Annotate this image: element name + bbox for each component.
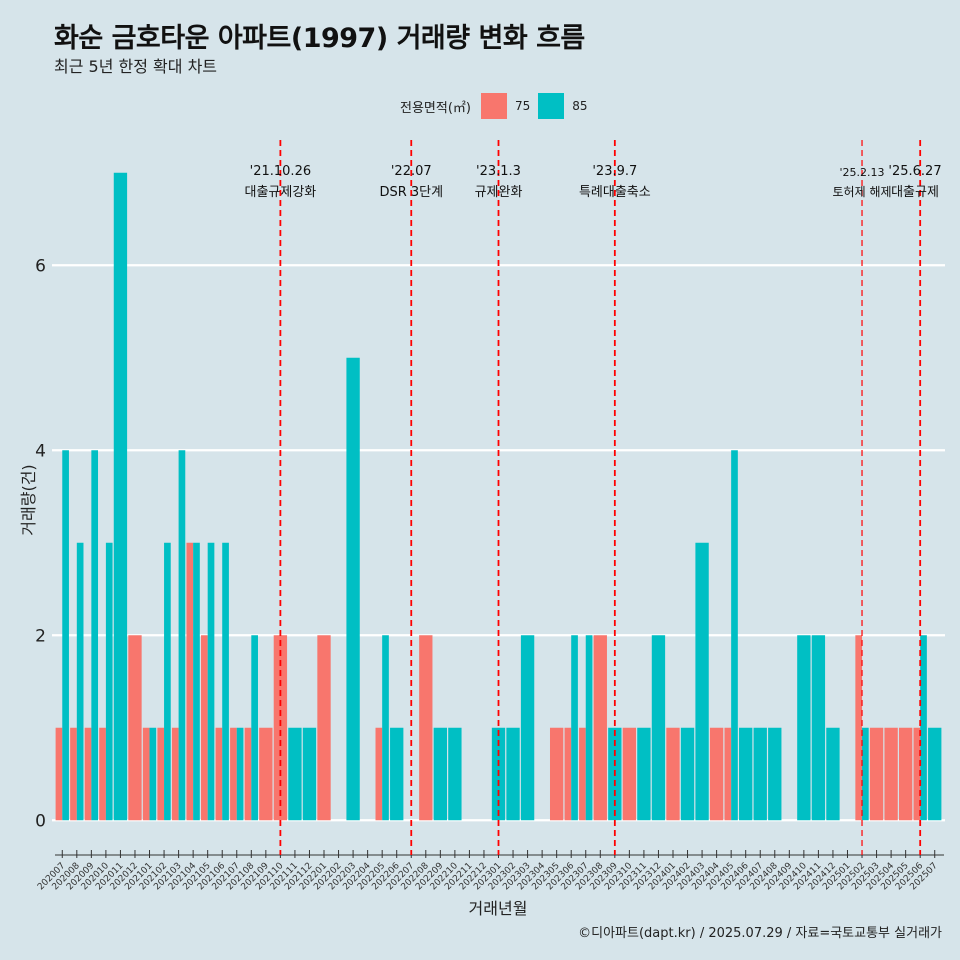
legend-label-85: 85	[572, 99, 588, 113]
bar-85	[193, 542, 200, 821]
bar-85	[382, 635, 389, 821]
bar-75	[171, 727, 179, 821]
bar-85	[811, 635, 826, 821]
bar-85	[585, 635, 593, 821]
bar-75	[869, 727, 884, 821]
event-date: '25.6.27	[888, 164, 941, 179]
bar-85	[164, 542, 171, 821]
bar-85	[520, 635, 535, 821]
bar-75	[142, 727, 150, 821]
bar-85	[506, 727, 520, 821]
legend-key-75	[480, 93, 507, 119]
bar-85	[251, 635, 258, 821]
event-date: '23.1.3	[476, 164, 521, 179]
bar-85	[149, 727, 157, 821]
bar-75	[898, 727, 913, 821]
bar-85	[448, 727, 462, 821]
y-axis-title: 거래량(건)	[19, 464, 38, 535]
bar-75	[419, 635, 433, 821]
bar-85	[920, 635, 927, 821]
legend: 전용면적(㎡) 75 85	[400, 93, 596, 119]
bar-85	[91, 450, 99, 821]
chart-subtitle: 최근 5년 한정 확대 차트	[54, 57, 218, 76]
event-label: 특례대출축소	[579, 185, 651, 200]
bar-85	[928, 727, 942, 821]
y-tick-label: 2	[35, 626, 46, 646]
bar-85	[651, 635, 666, 821]
event-label: 대출규제	[891, 185, 939, 200]
bar-85	[680, 727, 695, 821]
bar-85	[222, 542, 229, 821]
event-label: 대출규제강화	[245, 185, 317, 200]
chart-title: 화순 금호타운 아파트(1997) 거래량 변화 흐름	[54, 23, 585, 54]
bar-75	[55, 727, 63, 821]
bar-75	[375, 727, 383, 821]
bar-85	[862, 727, 869, 821]
event-label: 토허제 해제	[833, 185, 892, 199]
event-label: 규제완화	[475, 185, 523, 200]
legend-label-75: 75	[514, 99, 531, 113]
y-tick-label: 6	[35, 256, 46, 276]
bar-75	[884, 727, 898, 821]
bar-85	[695, 542, 709, 821]
bar-85	[236, 727, 244, 821]
bar-75	[855, 635, 863, 821]
bar-85	[797, 635, 811, 821]
bar-85	[76, 542, 84, 821]
bar-85	[731, 450, 738, 821]
bar-85	[826, 727, 840, 821]
bar-75	[244, 727, 252, 821]
bar-75	[186, 542, 194, 821]
bar-75	[215, 727, 223, 821]
bar-85	[178, 450, 186, 821]
bar-85	[62, 450, 69, 821]
bar-75	[157, 727, 165, 821]
event-date: '21.10.26	[250, 164, 311, 179]
bar-75	[913, 727, 921, 821]
bar-85	[105, 542, 113, 821]
y-tick-label: 4	[35, 441, 46, 461]
legend-key-85	[538, 93, 565, 119]
bar-85	[433, 727, 448, 821]
bar-75	[317, 635, 331, 821]
source-caption: ©디아파트(dapt.kr) / 2025.07.29 / 자료=국토교통부 실…	[578, 926, 942, 941]
x-axis-title: 거래년월	[469, 899, 528, 918]
bar-75	[593, 635, 607, 821]
bar-75	[579, 727, 586, 821]
event-date: '25.2.13	[840, 166, 885, 179]
bar-75	[70, 727, 77, 821]
y-tick-label: 0	[35, 811, 46, 831]
bar-75	[99, 727, 106, 821]
bar-75	[128, 635, 142, 821]
bar-75	[666, 727, 680, 821]
bar-85	[288, 727, 302, 821]
bar-75	[564, 727, 572, 821]
bar-85	[302, 727, 317, 821]
event-date: '22.07	[391, 164, 432, 179]
bar-85	[637, 727, 651, 821]
bar-75	[273, 635, 288, 821]
legend-title: 전용면적(㎡)	[400, 100, 471, 116]
bar-85	[571, 635, 578, 821]
bar-75	[84, 727, 92, 821]
bar-85	[390, 727, 404, 821]
event-label: DSR 3단계	[379, 185, 443, 200]
bar-75	[724, 727, 732, 821]
bar-85	[753, 727, 767, 821]
bar-85	[346, 357, 360, 821]
bar-75	[622, 727, 637, 821]
event-date: '23.9.7	[592, 164, 637, 179]
bar-75	[230, 727, 237, 821]
bar-85	[768, 727, 782, 821]
bar-85	[739, 727, 753, 821]
bar-75	[201, 635, 208, 821]
bar-85	[113, 172, 128, 821]
bar-75	[549, 727, 564, 821]
bar-75	[709, 727, 724, 821]
bar-75	[259, 727, 273, 821]
bar-85	[207, 542, 215, 821]
